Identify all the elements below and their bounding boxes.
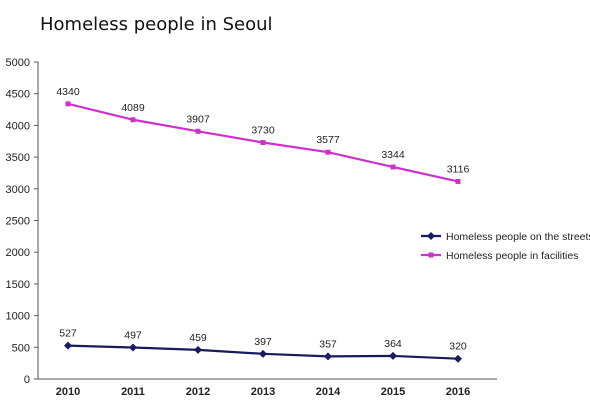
data-label: 3344: [381, 149, 405, 161]
data-labels: 527 497 459 397 357 364 320 4340 4089 3907 3730 357…: [56, 86, 469, 353]
x-tick-label: 2014: [316, 386, 341, 398]
data-point: [259, 349, 267, 358]
y-axis-ticks: 0 500 1000 1500 2000 2500 3000 3500 4000 4500 5000: [6, 57, 38, 386]
data-point: [65, 101, 71, 107]
y-tick-label: 4000: [6, 120, 30, 132]
data-point: [64, 341, 72, 350]
data-label: 3116: [447, 163, 470, 175]
data-point: [455, 178, 461, 184]
data-point: [324, 352, 332, 361]
data-label: 397: [254, 336, 272, 348]
chart-title: Homeless people in Seoul: [40, 14, 273, 35]
y-tick-label: 3500: [6, 152, 30, 164]
y-tick-label: 1000: [6, 311, 30, 323]
series-group: [64, 101, 462, 363]
axes: [37, 62, 497, 380]
data-point: [260, 140, 266, 146]
x-tick-label: 2012: [186, 386, 210, 398]
data-label: 357: [319, 338, 337, 350]
legend-label: Homeless people on the streets: [446, 231, 590, 243]
y-tick-label: 1500: [6, 279, 30, 291]
data-point: [454, 354, 462, 363]
data-point: [129, 343, 137, 352]
x-axis-ticks: 2010 2011 2012 2013 2014 2015 2016: [56, 386, 470, 398]
data-label: 4340: [56, 86, 80, 98]
legend-marker: [427, 232, 435, 240]
x-tick-label: 2015: [381, 386, 405, 398]
data-label: 3730: [251, 125, 275, 137]
y-tick-label: 500: [12, 342, 30, 354]
data-point: [130, 117, 136, 123]
data-label: 320: [449, 341, 467, 353]
x-tick-label: 2010: [56, 386, 80, 398]
data-point: [195, 128, 201, 134]
y-tick-label: 2500: [6, 216, 30, 228]
data-label: 527: [59, 328, 77, 340]
y-tick-label: 2000: [6, 247, 30, 259]
legend-marker: [428, 252, 434, 258]
data-label: 4089: [121, 102, 145, 114]
data-label: 3577: [316, 134, 340, 146]
x-tick-label: 2016: [446, 386, 470, 398]
data-point: [194, 345, 202, 354]
data-label: 364: [384, 338, 402, 350]
data-label: 497: [124, 329, 142, 341]
x-tick-label: 2011: [121, 386, 145, 398]
y-tick-label: 0: [24, 374, 30, 386]
data-label: 3907: [186, 113, 210, 125]
y-tick-label: 4500: [6, 89, 30, 101]
x-tick-label: 2013: [251, 386, 275, 398]
data-point: [389, 351, 397, 360]
legend-label: Homeless people in facilities: [446, 250, 578, 262]
data-label: 459: [189, 332, 207, 344]
data-point: [390, 164, 396, 170]
legend: Homeless people on the streets Homeless p…: [421, 231, 590, 262]
y-tick-label: 3000: [6, 184, 30, 196]
y-tick-label: 5000: [6, 57, 30, 69]
data-point: [325, 149, 331, 155]
